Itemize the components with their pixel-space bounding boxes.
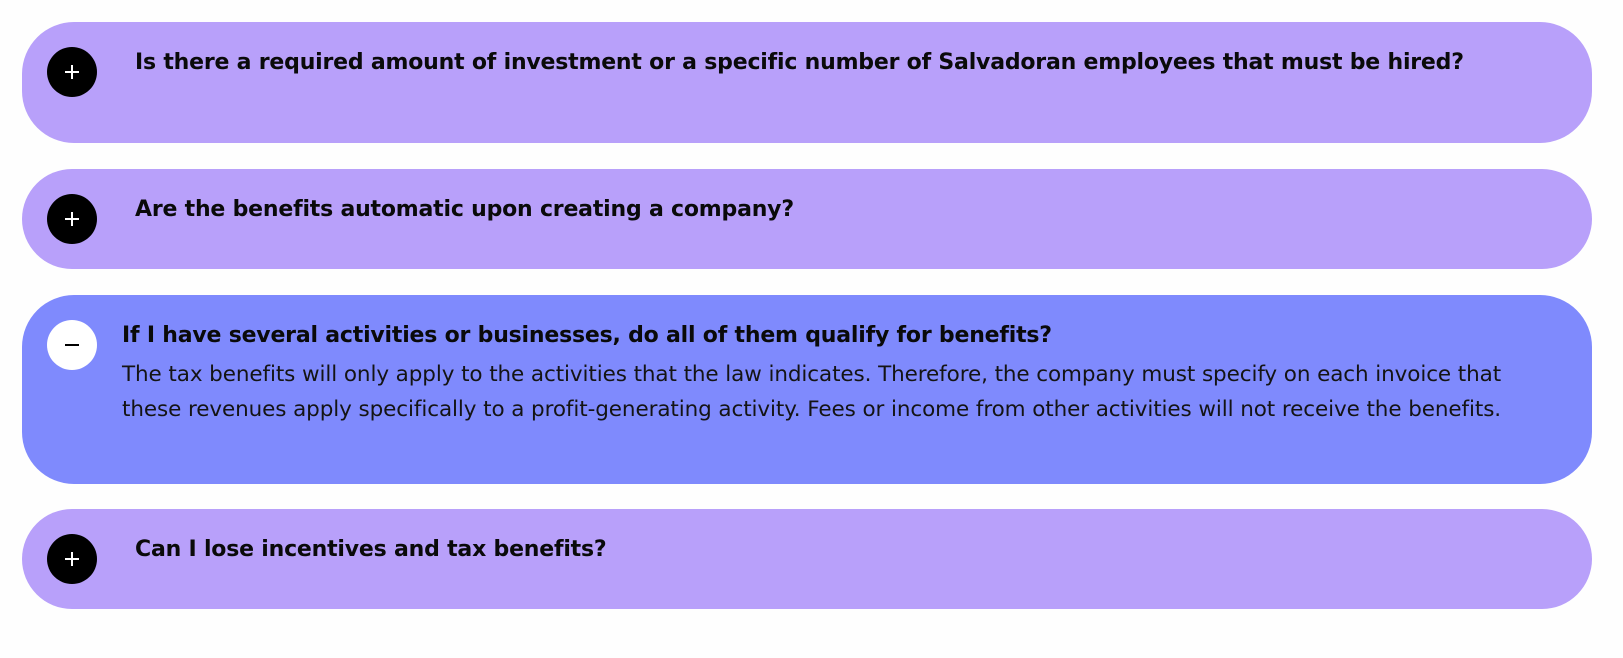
collapse-toggle-button[interactable] [47, 320, 97, 370]
faq-question[interactable]: Are the benefits automatic upon creating… [135, 197, 794, 222]
expand-toggle-button[interactable] [47, 47, 97, 97]
faq-question[interactable]: Is there a required amount of investment… [135, 50, 1464, 75]
faq-question[interactable]: If I have several activities or business… [122, 323, 1052, 348]
faq-item-lose-incentives[interactable]: Can I lose incentives and tax benefits? [22, 509, 1592, 609]
minus-icon [65, 344, 79, 346]
expand-toggle-button[interactable] [47, 534, 97, 584]
plus-icon [65, 212, 79, 226]
faq-item-investment-requirements[interactable]: Is there a required amount of investment… [22, 22, 1592, 143]
faq-item-several-activities[interactable]: If I have several activities or business… [22, 295, 1592, 484]
plus-icon [65, 552, 79, 566]
faq-item-automatic-benefits[interactable]: Are the benefits automatic upon creating… [22, 169, 1592, 269]
expand-toggle-button[interactable] [47, 194, 97, 244]
faq-answer: The tax benefits will only apply to the … [122, 362, 1502, 422]
faq-question[interactable]: Can I lose incentives and tax benefits? [135, 537, 607, 562]
plus-icon [65, 65, 79, 79]
